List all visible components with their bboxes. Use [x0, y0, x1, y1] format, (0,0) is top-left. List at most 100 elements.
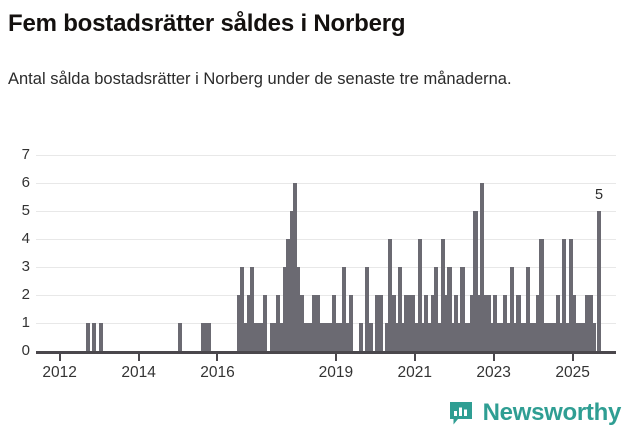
bar[interactable]	[430, 295, 435, 351]
bar[interactable]	[335, 323, 340, 351]
bar[interactable]	[269, 323, 275, 351]
bar[interactable]	[374, 295, 379, 351]
bar[interactable]	[585, 295, 590, 351]
bar[interactable]	[259, 323, 265, 351]
bar[interactable]	[394, 323, 399, 351]
bar[interactable]	[292, 183, 297, 351]
bar[interactable]	[493, 295, 498, 351]
bar[interactable]	[85, 323, 90, 351]
bar[interactable]	[250, 267, 255, 351]
bar[interactable]	[322, 323, 327, 351]
bar[interactable]	[519, 323, 524, 351]
bar[interactable]	[552, 323, 557, 351]
bar[interactable]	[305, 323, 310, 351]
bar[interactable]	[568, 239, 574, 351]
bar[interactable]	[401, 323, 406, 351]
bar[interactable]	[253, 323, 258, 351]
bar[interactable]	[516, 295, 521, 351]
bar[interactable]	[499, 323, 505, 351]
bar[interactable]	[473, 211, 478, 351]
bar[interactable]	[467, 323, 472, 351]
bar[interactable]	[447, 267, 452, 351]
bar[interactable]	[555, 295, 561, 351]
bar[interactable]	[463, 323, 468, 351]
bar[interactable]	[236, 295, 241, 351]
bar[interactable]	[388, 239, 393, 351]
bar[interactable]	[246, 295, 251, 351]
bar[interactable]	[565, 323, 570, 351]
bar[interactable]	[329, 323, 334, 351]
bar[interactable]	[391, 295, 396, 351]
bar[interactable]	[420, 323, 426, 351]
bar[interactable]	[240, 267, 245, 351]
bar[interactable]	[92, 323, 97, 351]
bar[interactable]	[506, 323, 511, 351]
bar[interactable]	[440, 239, 445, 351]
bar[interactable]	[200, 323, 205, 351]
bar[interactable]	[437, 323, 442, 351]
bar[interactable]	[496, 323, 501, 351]
bar[interactable]	[509, 267, 514, 351]
bar[interactable]	[279, 323, 284, 351]
bar[interactable]	[417, 239, 422, 351]
bar[interactable]	[276, 295, 281, 351]
bar[interactable]	[411, 295, 416, 351]
bar[interactable]	[286, 239, 291, 351]
bar[interactable]	[256, 323, 261, 351]
bar[interactable]	[572, 295, 577, 351]
bar[interactable]	[414, 323, 419, 351]
bar[interactable]	[273, 323, 278, 351]
bar[interactable]	[263, 295, 268, 351]
bar[interactable]	[542, 323, 547, 351]
bar[interactable]	[312, 295, 317, 351]
bar[interactable]	[529, 323, 534, 351]
bar[interactable]	[207, 323, 212, 351]
bar[interactable]	[486, 295, 492, 351]
bar[interactable]	[457, 323, 462, 351]
bar[interactable]	[512, 323, 518, 351]
bar[interactable]	[282, 267, 288, 351]
bar[interactable]	[536, 295, 541, 351]
bar[interactable]	[424, 295, 429, 351]
bar[interactable]	[384, 323, 389, 351]
bar[interactable]	[427, 323, 432, 351]
bar[interactable]	[98, 323, 103, 351]
bar[interactable]	[480, 183, 485, 351]
bar[interactable]	[490, 323, 495, 351]
bar[interactable]	[578, 323, 583, 351]
bar[interactable]	[364, 267, 370, 351]
bar[interactable]	[591, 323, 596, 351]
bar[interactable]	[450, 323, 455, 351]
bar[interactable]	[588, 295, 593, 351]
bar[interactable]	[539, 239, 544, 351]
bar[interactable]	[596, 211, 602, 351]
bar[interactable]	[483, 295, 488, 351]
bar[interactable]	[559, 323, 564, 351]
bar[interactable]	[338, 323, 344, 351]
bar[interactable]	[243, 323, 248, 351]
bar[interactable]	[503, 295, 508, 351]
bar[interactable]	[443, 295, 449, 351]
bar[interactable]	[342, 267, 347, 351]
bar[interactable]	[581, 323, 587, 351]
bar[interactable]	[546, 323, 551, 351]
bar[interactable]	[476, 295, 482, 351]
bar[interactable]	[526, 267, 531, 351]
bar[interactable]	[433, 267, 439, 351]
bar[interactable]	[460, 267, 465, 351]
bar[interactable]	[315, 295, 320, 351]
bar[interactable]	[299, 295, 304, 351]
bar[interactable]	[295, 267, 301, 351]
bar[interactable]	[453, 295, 458, 351]
bar[interactable]	[522, 323, 527, 351]
bar[interactable]	[177, 323, 182, 351]
bar[interactable]	[398, 267, 403, 351]
bar[interactable]	[319, 323, 324, 351]
bar[interactable]	[332, 295, 337, 351]
bar[interactable]	[302, 323, 307, 351]
bar[interactable]	[358, 323, 363, 351]
bar[interactable]	[309, 323, 314, 351]
bar[interactable]	[549, 323, 554, 351]
bar[interactable]	[575, 323, 580, 351]
bar[interactable]	[348, 295, 353, 351]
